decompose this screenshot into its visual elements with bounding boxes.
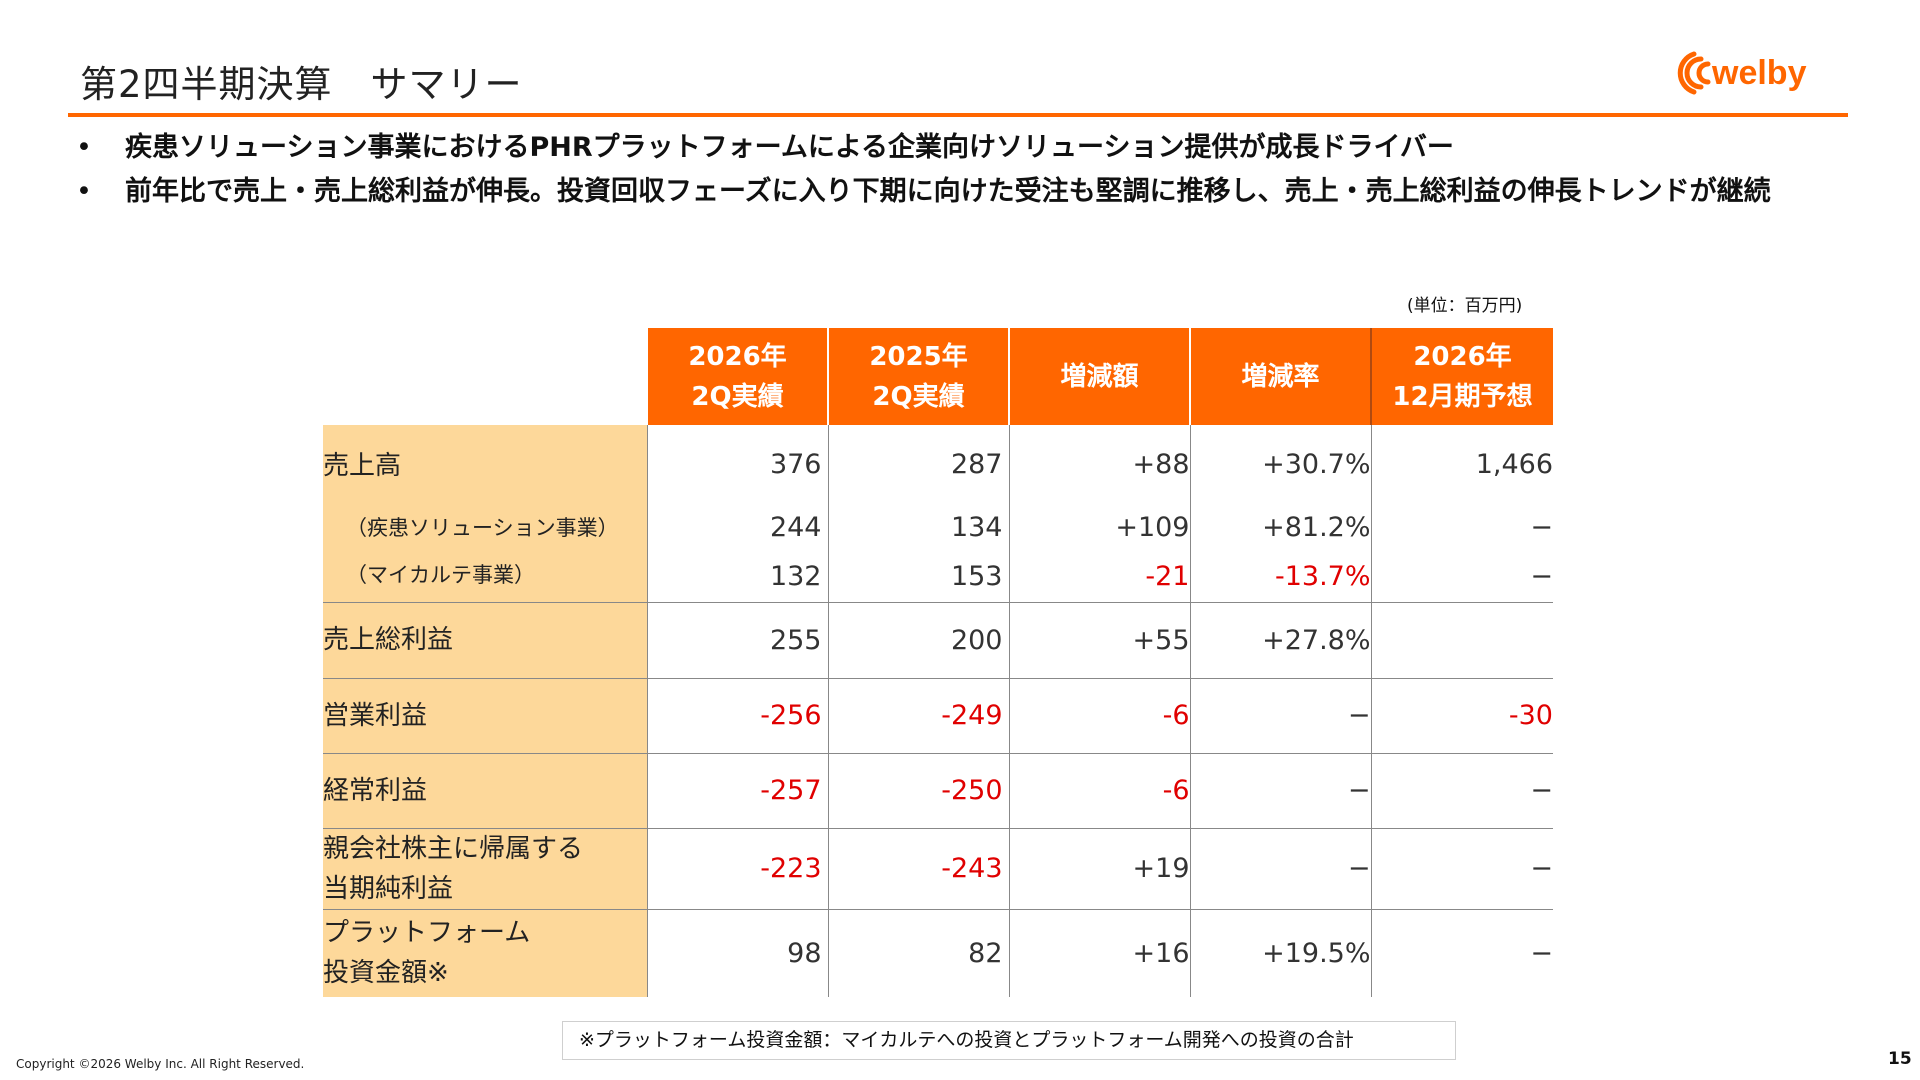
row-label: 親会社株主に帰属する 当期純利益 [323, 828, 647, 910]
row-label-line: 当期純利益 [323, 873, 454, 904]
table-row: 売上高 376 287 +88 +30.7% 1,466 [323, 425, 1553, 503]
financial-summary-table: 2026年 2Q実績 2025年 2Q実績 増減額 増減率 2026年 12月期… [323, 328, 1553, 997]
table-cell: -6 [1008, 753, 1190, 829]
table-cell: +30.7% [1189, 425, 1371, 503]
table-row: 親会社株主に帰属する 当期純利益 -223 -243 +19 − − [323, 828, 1553, 910]
table-cell: -223 [646, 828, 828, 910]
table-row: 営業利益 -256 -249 -6 − -30 [323, 678, 1553, 754]
table-cell: − [1370, 753, 1553, 829]
row-label: （マイカルテ事業） [323, 551, 647, 603]
bullet-text: 疾患ソリューション事業におけるPHRプラットフォームによる企業向けソリューション… [125, 132, 1454, 163]
column-header: 増減率 [1189, 328, 1371, 425]
row-label: プラットフォーム 投資金額※ [323, 909, 647, 997]
table-cell: − [1189, 828, 1371, 910]
row-label-line: 親会社株主に帰属する [323, 833, 584, 864]
table-cell: +109 [1008, 503, 1190, 551]
bullet-dot: • [76, 176, 92, 207]
table-row: プラットフォーム 投資金額※ 98 82 +16 +19.5% − [323, 909, 1553, 997]
bullet-list: • 疾患ソリューション事業におけるPHRプラットフォームによる企業向けソリューシ… [76, 126, 1856, 214]
table-cell: +19 [1008, 828, 1190, 910]
table-cell: +27.8% [1189, 602, 1371, 679]
page-number: 15 [1888, 1049, 1912, 1069]
table-cell: -256 [646, 678, 828, 754]
row-label: 売上総利益 [323, 602, 647, 679]
page-title: 第2四半期決算 サマリー [80, 63, 523, 106]
table-cell: -21 [1008, 551, 1190, 603]
table-cell: 200 [827, 602, 1009, 679]
table-cell: − [1189, 678, 1371, 754]
column-header-line: 2Q実績 [872, 381, 965, 412]
table-cell: 132 [646, 551, 828, 603]
table-cell: 153 [827, 551, 1009, 603]
table-cell: -13.7% [1189, 551, 1371, 603]
table-header-row: 2026年 2Q実績 2025年 2Q実績 増減額 増減率 2026年 12月期… [323, 328, 1553, 425]
table-row: 経常利益 -257 -250 -6 − − [323, 753, 1553, 829]
table-cell: -6 [1008, 678, 1190, 754]
welby-logo: welby [1677, 51, 1807, 95]
table-cell: +19.5% [1189, 909, 1371, 997]
table-cell: 134 [827, 503, 1009, 551]
table-cell: 82 [827, 909, 1009, 997]
footnote: ※プラットフォーム投資金額：マイカルテへの投資とプラットフォーム開発への投資の合… [562, 1021, 1456, 1060]
row-label: 経常利益 [323, 753, 647, 829]
column-header: 2026年 12月期予想 [1370, 328, 1553, 425]
table-cell: − [1189, 753, 1371, 829]
table-row: 売上総利益 255 200 +55 +27.8% [323, 602, 1553, 679]
table-cell: +88 [1008, 425, 1190, 503]
table-cell: − [1370, 503, 1553, 551]
table-cell: − [1370, 909, 1553, 997]
table-cell: 376 [646, 425, 828, 503]
title-rule [68, 113, 1848, 117]
table-cell: 98 [646, 909, 828, 997]
logo-wordmark: welby [1711, 54, 1807, 92]
table-cell: +16 [1008, 909, 1190, 997]
copyright: Copyright ©2026 Welby Inc. All Right Res… [16, 1057, 305, 1071]
table-cell: 1,466 [1370, 425, 1553, 503]
table-cell: -30 [1370, 678, 1553, 754]
unit-note: (単位：百万円) [1407, 296, 1523, 316]
column-header: 2025年 2Q実績 [827, 328, 1009, 425]
table-cell: +55 [1008, 602, 1190, 679]
table-cell: 287 [827, 425, 1009, 503]
table-cell: -257 [646, 753, 828, 829]
table-corner [323, 328, 647, 425]
table-row: （マイカルテ事業） 132 153 -21 -13.7% − [323, 551, 1553, 603]
table-cell: +81.2% [1189, 503, 1371, 551]
column-header: 2026年 2Q実績 [646, 328, 828, 425]
column-header-line: 2Q実績 [691, 381, 784, 412]
table-cell [1370, 602, 1553, 679]
column-header-line: 増減率 [1241, 361, 1320, 392]
column-header: 増減額 [1008, 328, 1190, 425]
row-label-line: 投資金額※ [323, 958, 449, 989]
column-header-line: 2025年 [869, 341, 968, 372]
row-label: （疾患ソリューション事業） [323, 503, 647, 551]
row-label: 売上高 [323, 425, 647, 503]
bullet-dot: • [76, 132, 92, 163]
table-cell: -243 [827, 828, 1009, 910]
table-cell: − [1370, 828, 1553, 910]
table-cell: 244 [646, 503, 828, 551]
table-cell: 255 [646, 602, 828, 679]
row-label: 営業利益 [323, 678, 647, 754]
column-header-line: 2026年 [688, 341, 787, 372]
table-cell: − [1370, 551, 1553, 603]
table-cell: -250 [827, 753, 1009, 829]
bullet-item: • 疾患ソリューション事業におけるPHRプラットフォームによる企業向けソリューシ… [76, 126, 1856, 170]
table-row: （疾患ソリューション事業） 244 134 +109 +81.2% − [323, 503, 1553, 551]
bullet-text: 前年比で売上・売上総利益が伸長。投資回収フェーズに入り下期に向けた受注も堅調に推… [125, 176, 1771, 207]
column-header-line: 増減額 [1060, 361, 1139, 392]
column-header-line: 12月期予想 [1392, 381, 1533, 412]
row-label-line: プラットフォーム [323, 918, 531, 949]
table-cell: -249 [827, 678, 1009, 754]
bullet-item: • 前年比で売上・売上総利益が伸長。投資回収フェーズに入り下期に向けた受注も堅調… [76, 170, 1856, 214]
column-header-line: 2026年 [1413, 341, 1512, 372]
